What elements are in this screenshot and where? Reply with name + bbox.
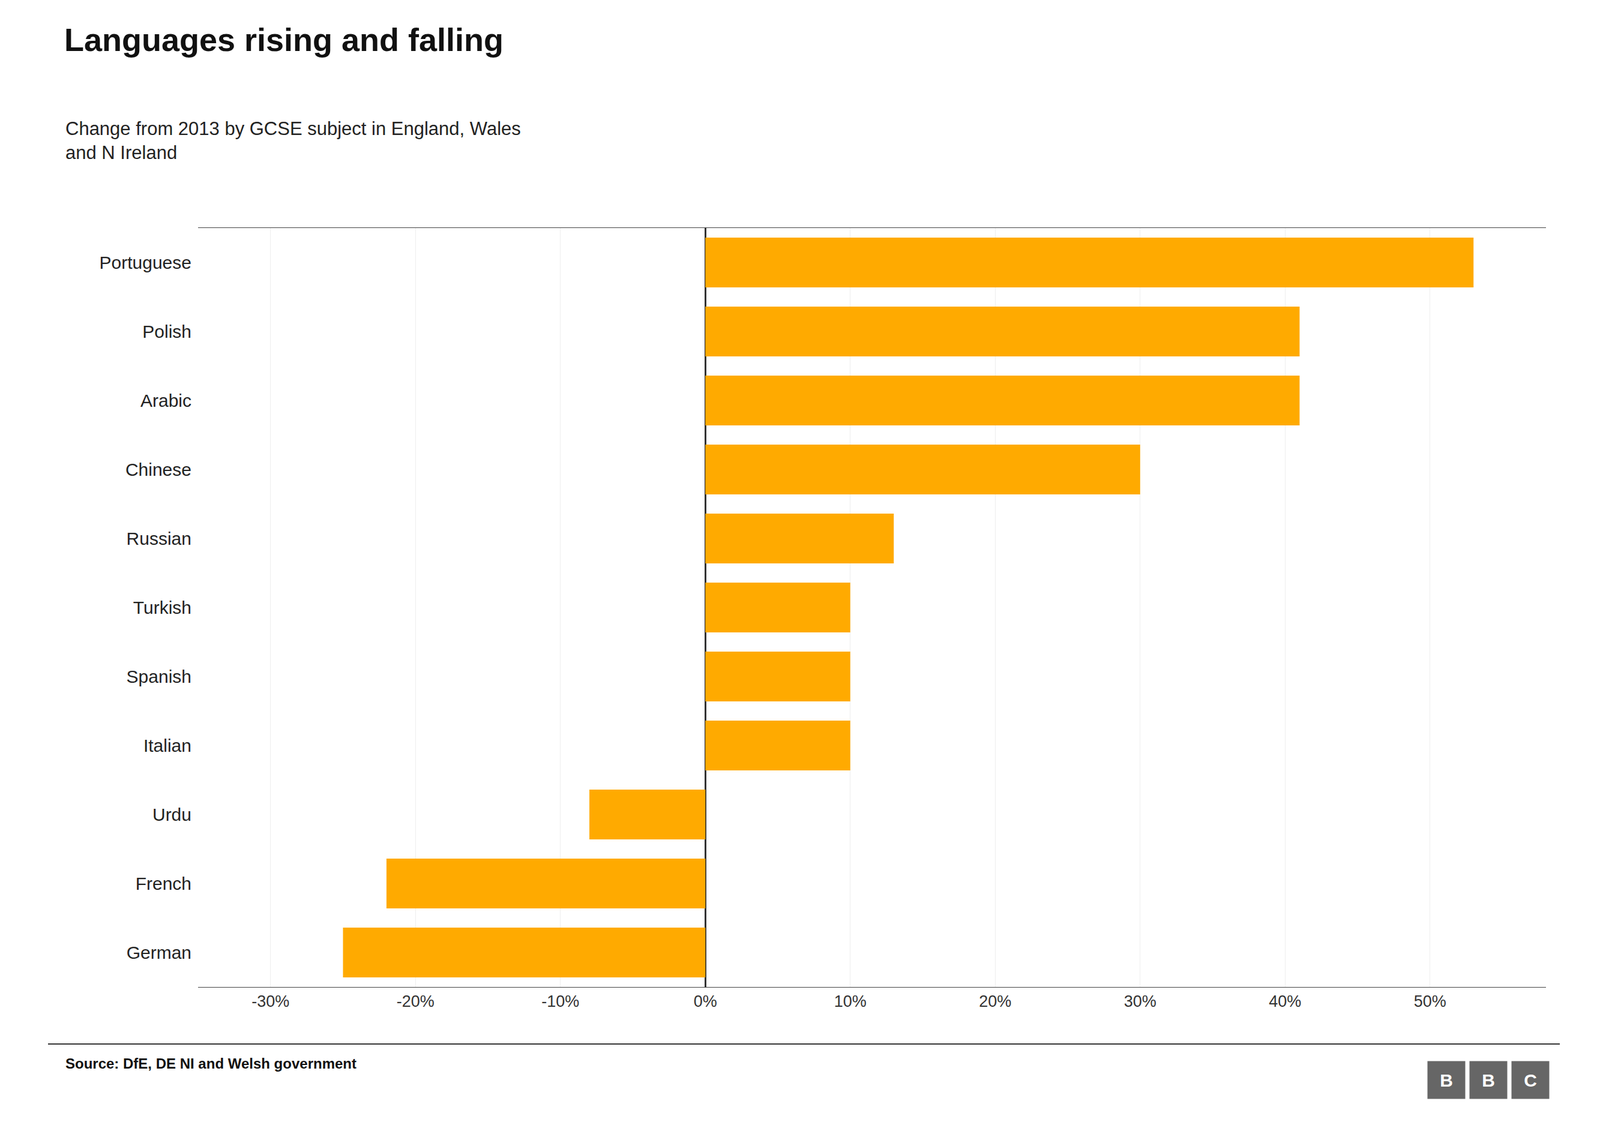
svg-text:Urdu: Urdu [152, 804, 192, 825]
svg-text:Polish: Polish [142, 321, 192, 342]
svg-text:Source: DfE, DE NI and Welsh g: Source: DfE, DE NI and Welsh government [65, 1055, 357, 1072]
svg-text:0%: 0% [693, 992, 718, 1011]
svg-text:Turkish: Turkish [133, 597, 192, 618]
svg-text:40%: 40% [1268, 992, 1302, 1011]
svg-text:B: B [1439, 1070, 1453, 1091]
svg-text:Languages rising and falling: Languages rising and falling [64, 21, 504, 58]
svg-text:Chinese: Chinese [125, 459, 192, 480]
svg-text:50%: 50% [1413, 992, 1447, 1011]
svg-text:C: C [1523, 1070, 1537, 1091]
svg-text:10%: 10% [834, 992, 867, 1011]
svg-text:-20%: -20% [396, 992, 435, 1011]
svg-text:Russian: Russian [126, 528, 192, 549]
svg-text:Portuguese: Portuguese [99, 252, 192, 273]
svg-text:30%: 30% [1124, 992, 1157, 1011]
svg-text:German: German [126, 942, 192, 963]
svg-text:French: French [135, 873, 192, 894]
svg-text:B: B [1481, 1070, 1495, 1091]
svg-text:Change from 2013 by GCSE subje: Change from 2013 by GCSE subject in Engl… [65, 118, 521, 164]
svg-text:Arabic: Arabic [140, 390, 192, 411]
svg-text:20%: 20% [978, 992, 1012, 1011]
svg-text:Italian: Italian [143, 735, 192, 756]
svg-text:-30%: -30% [251, 992, 290, 1011]
svg-text:-10%: -10% [541, 992, 580, 1011]
svg-text:Spanish: Spanish [126, 666, 192, 687]
